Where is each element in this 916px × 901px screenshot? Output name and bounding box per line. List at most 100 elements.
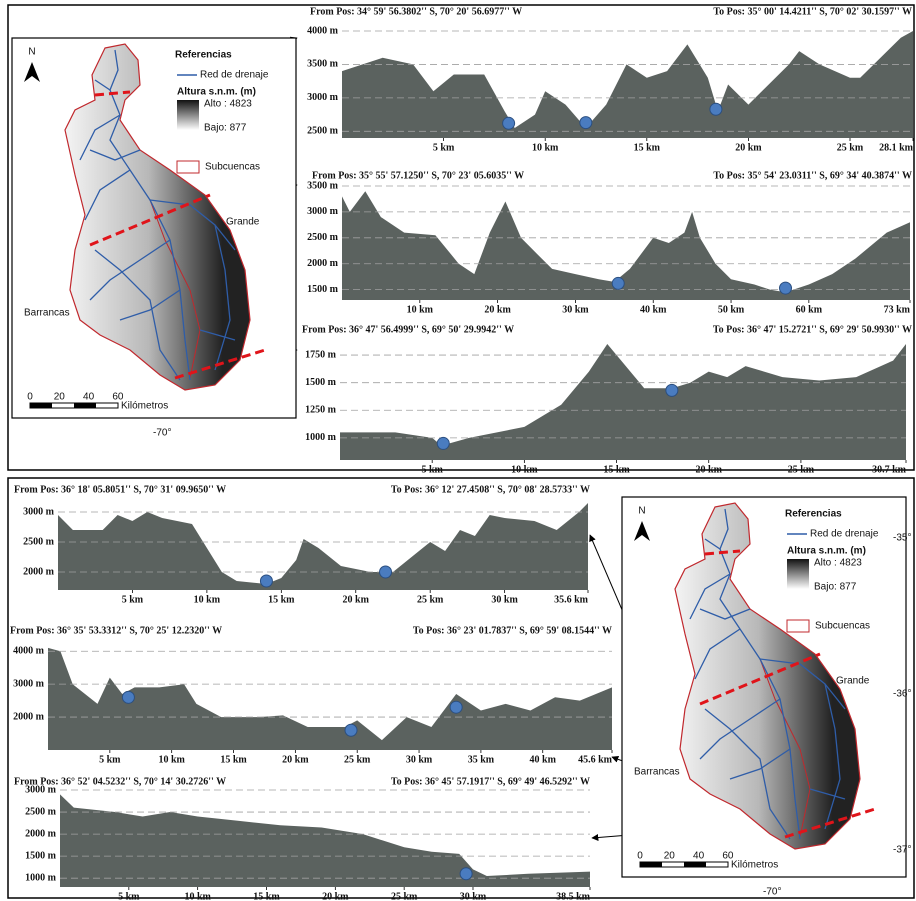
x-tick-label: 25 km — [788, 464, 815, 475]
scale-bar — [640, 862, 662, 867]
y-tick-label: 2500 m — [307, 232, 339, 243]
y-tick-label: 2000 m — [13, 711, 45, 722]
legend-title: Altura s.n.m. (m) — [787, 546, 866, 557]
x-tick-label: 35 km — [468, 754, 495, 765]
river — [214, 224, 236, 251]
scale-label: 40 — [83, 392, 95, 403]
x-tick-label: 5 km — [118, 891, 140, 901]
stream-crossing — [259, 574, 273, 588]
x-tick-label: 35.6 km — [554, 594, 589, 605]
y-tick-label: 4000 m — [13, 646, 45, 657]
river — [89, 239, 171, 301]
y-tick-label: 2000 m — [23, 566, 55, 577]
stream-crossing — [379, 565, 393, 579]
profile-line — [699, 652, 821, 706]
legend-swatch — [786, 619, 810, 633]
profile-to: To Pos: 36° 47' 15.2721'' S, 69° 29' 50.… — [713, 324, 912, 335]
river — [759, 658, 841, 830]
y-tick-label: 4000 m — [307, 25, 339, 36]
latitude-label: -37° — [893, 845, 911, 856]
river — [84, 169, 131, 221]
profile-to: To Pos: 35° 00' 14.4211'' S, 70° 02' 30.… — [713, 6, 912, 17]
y-tick-label: 3000 m — [307, 206, 339, 217]
x-tick-label: 15 km — [634, 142, 661, 153]
x-tick-label: 40 km — [640, 304, 667, 315]
river — [729, 748, 791, 780]
stream-crossing — [459, 867, 473, 881]
profile-line — [174, 348, 266, 380]
x-tick-label: 20 km — [282, 754, 309, 765]
legend-label: Bajo: 877 — [814, 582, 857, 593]
x-tick-label: 30 km — [406, 754, 433, 765]
x-tick-label: 15 km — [253, 891, 280, 901]
longitude-label: -70° — [763, 887, 781, 898]
profile-from: From Pos: 36° 52' 04.5232'' S, 70° 14' 3… — [14, 776, 226, 787]
x-tick-label: 50 km — [718, 304, 745, 315]
scale-unit: Kilómetros — [121, 401, 168, 412]
river — [94, 249, 181, 381]
profile-from: From Pos: 36° 35' 53.3312'' S, 70° 25' 1… — [10, 625, 222, 636]
y-tick-label: 3000 m — [25, 784, 57, 795]
x-tick-label: 40 km — [530, 754, 557, 765]
y-tick-label: 1500 m — [305, 377, 337, 388]
stream-crossing — [611, 276, 625, 290]
north-label: N — [28, 47, 35, 58]
x-tick-label: 30.7 km — [872, 464, 907, 475]
profile-from: From Pos: 36° 47' 56.4999'' S, 69° 50' 2… — [302, 324, 514, 335]
x-tick-label: 30 km — [460, 891, 487, 901]
profile-from: From Pos: 35° 55' 57.1250'' S, 70° 23' 0… — [312, 170, 524, 181]
x-tick-label: 25 km — [344, 754, 371, 765]
scale-bar — [684, 862, 706, 867]
x-tick-label: 28.1 km — [879, 142, 914, 153]
elevation-area — [342, 191, 910, 300]
river — [199, 329, 236, 341]
x-tick-label: 5 km — [421, 464, 443, 475]
profile-to: To Pos: 36° 23' 01.7837'' S, 69° 59' 08.… — [413, 625, 612, 636]
x-tick-label: 20 km — [343, 594, 370, 605]
legend-label: Red de drenaje — [200, 70, 269, 81]
y-tick-label: 3000 m — [307, 92, 339, 103]
scale-bar — [30, 403, 52, 408]
profile-line — [89, 193, 211, 247]
river — [79, 114, 121, 161]
x-tick-label: 30 km — [562, 304, 589, 315]
x-tick-label: 20 km — [735, 142, 762, 153]
y-tick-label: 1500 m — [307, 284, 339, 295]
y-tick-label: 3500 m — [307, 59, 339, 70]
y-tick-label: 2500 m — [307, 126, 339, 137]
river — [689, 573, 731, 620]
profile-line — [784, 807, 876, 839]
y-tick-label: 1250 m — [305, 405, 337, 416]
profile-line — [94, 90, 131, 97]
scale-label: 60 — [722, 851, 734, 862]
y-tick-label: 1000 m — [305, 432, 337, 443]
elevation-area — [340, 344, 906, 460]
scale-bar — [74, 403, 96, 408]
basin-label: Grande — [226, 217, 260, 228]
legend-ramp — [787, 559, 809, 589]
river — [699, 608, 751, 620]
legend-title: Referencias — [175, 50, 232, 61]
north-arrow — [634, 521, 650, 541]
x-tick-label: 30 km — [491, 594, 518, 605]
legend-ramp — [177, 100, 199, 130]
scale-label: 0 — [27, 392, 33, 403]
river — [94, 79, 111, 91]
legend-title: Referencias — [785, 509, 842, 520]
profile-to: To Pos: 36° 12' 27.4508'' S, 70° 08' 28.… — [391, 484, 590, 495]
stream-crossing — [779, 281, 793, 295]
river — [809, 788, 846, 800]
x-tick-label: 25 km — [391, 891, 418, 901]
profile-from: From Pos: 36° 18' 05.8051'' S, 70° 31' 0… — [14, 484, 226, 495]
panel-frame — [7, 477, 915, 899]
stream-crossing — [665, 383, 679, 397]
x-tick-label: 20 km — [696, 464, 723, 475]
elevation-area — [60, 794, 590, 887]
river — [704, 708, 791, 840]
stream-crossing — [121, 690, 135, 704]
north-label: N — [638, 506, 645, 517]
legend-swatch — [176, 160, 200, 174]
stream-crossing — [502, 116, 516, 130]
x-tick-label: 10 km — [407, 304, 434, 315]
